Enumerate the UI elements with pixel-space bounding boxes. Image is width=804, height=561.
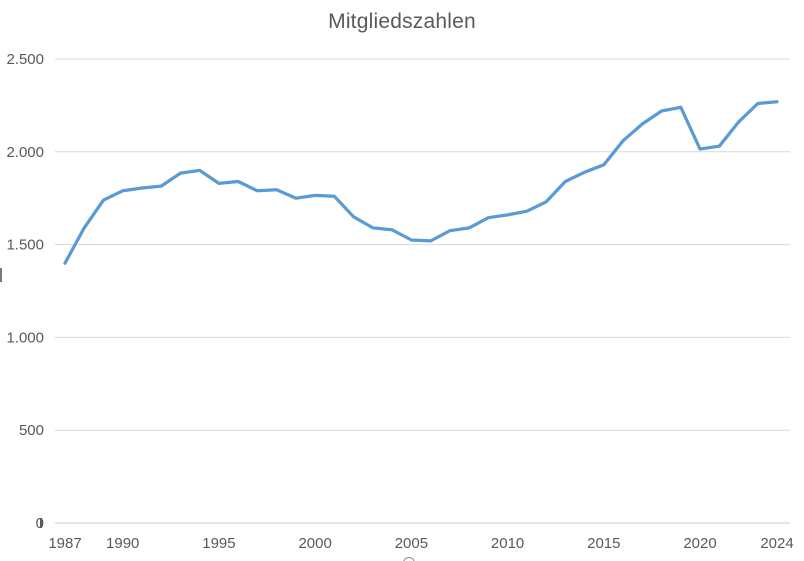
- x-axis-tick-label: 2024: [760, 535, 793, 552]
- bottom-clipped-circle-fragment: [402, 556, 416, 561]
- x-axis-tick-label: 2015: [587, 535, 620, 552]
- x-axis-tick-label: 2000: [298, 535, 331, 552]
- x-axis-tick-label: 2020: [683, 535, 716, 552]
- x-axis-tick-label: 2010: [491, 535, 524, 552]
- clipped-circle-icon: [403, 557, 415, 561]
- y-axis-tick-label: 2.000: [6, 144, 44, 161]
- y-axis-tick-label: 0: [36, 515, 44, 532]
- x-axis-tick-label: 2005: [395, 535, 428, 552]
- chart-title: Mitgliedszahlen: [328, 10, 476, 33]
- y-axis-tick-label: 500: [19, 422, 44, 439]
- y-axis-tick-label: 1.000: [6, 329, 44, 346]
- left-edge-clipped-fragment: [0, 268, 2, 282]
- x-axis-tick-label: 1995: [202, 535, 235, 552]
- x-axis-tick-label: 1987: [48, 535, 81, 552]
- x-axis-tick-label: 1990: [106, 535, 139, 552]
- axis-tick-fragment: [40, 518, 42, 528]
- y-axis-tick-label: 1.500: [6, 237, 44, 254]
- data-series-line: [63, 100, 779, 265]
- y-axis-tick-label: 2.500: [6, 51, 44, 68]
